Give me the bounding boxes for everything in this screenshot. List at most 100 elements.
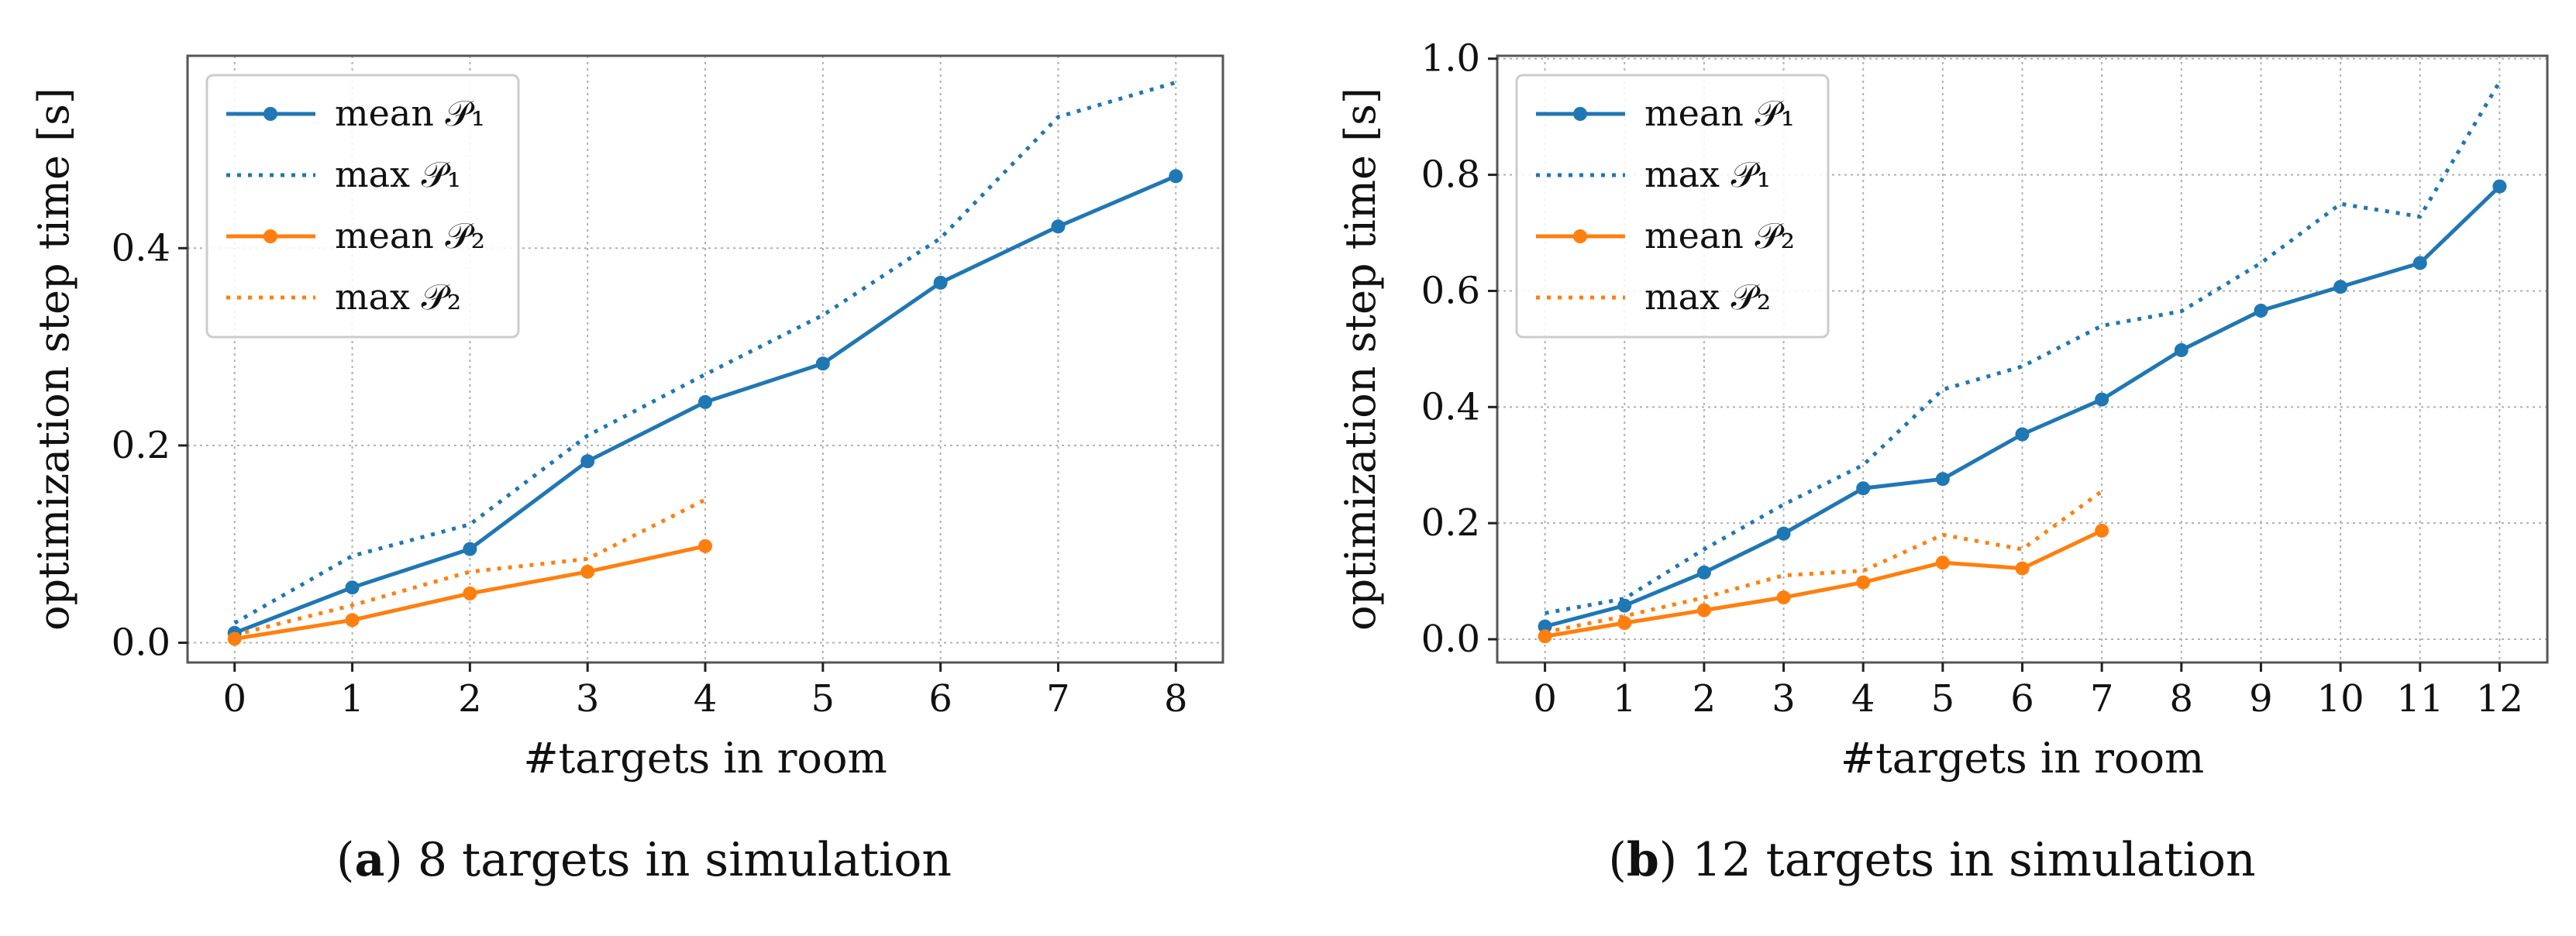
series-1	[1545, 81, 2502, 615]
data-point	[580, 454, 595, 469]
data-point	[1856, 481, 1871, 496]
x-tick-label: 8	[2170, 677, 2194, 721]
data-point	[1935, 472, 1950, 487]
data-point	[698, 539, 712, 553]
series-line	[1545, 489, 2103, 635]
y-tick-label: 0.4	[1421, 385, 1480, 428]
series-0	[1538, 179, 2507, 634]
y-tick-label: 0.2	[1421, 501, 1480, 545]
data-point	[1696, 603, 1711, 618]
data-point	[1617, 616, 1632, 631]
legend-box	[1515, 74, 1830, 339]
data-point	[815, 356, 830, 371]
data-point	[1617, 598, 1632, 613]
y-tick-label: 0.0	[1421, 618, 1480, 661]
series-line	[1545, 81, 2502, 615]
x-tick-label: 7	[2090, 677, 2114, 721]
data-point	[2095, 523, 2109, 538]
x-tick-label: 12	[2476, 677, 2523, 721]
legend: mean 𝒫₁ max 𝒫₁ mean 𝒫₂ max 𝒫₂	[205, 74, 520, 339]
series-2	[227, 539, 712, 646]
x-tick-label: 6	[928, 677, 952, 721]
caption-a: (a) 8 targets in simulation	[336, 833, 952, 887]
caption-a-text: 8 targets in simulation	[417, 833, 952, 887]
legend-swatch-marker	[263, 229, 277, 243]
series-line	[233, 81, 1177, 625]
series-line	[1545, 528, 2103, 638]
data-point	[2492, 179, 2507, 194]
x-tick-label: 7	[1046, 677, 1070, 721]
x-tick-label: 0	[1533, 677, 1557, 721]
data-point	[2015, 561, 2030, 576]
x-tick-label: 5	[1931, 677, 1955, 721]
caption-b: (b) 12 targets in simulation	[1608, 833, 2256, 887]
x-tick-label: 11	[2396, 677, 2443, 721]
legend-label: max 𝒫₁	[1644, 153, 1771, 195]
y-tick-label: 0.2	[112, 424, 170, 467]
data-point	[580, 564, 595, 579]
y-tick-label: 0.8	[1421, 153, 1480, 197]
data-point	[1696, 565, 1711, 580]
series-1	[233, 81, 1177, 625]
caption-a-letter: a	[354, 833, 385, 887]
x-tick-label: 8	[1164, 677, 1188, 721]
x-tick-label: 3	[576, 677, 600, 721]
y-tick-label: 1.0	[1421, 37, 1480, 81]
data-point	[2412, 256, 2427, 270]
data-point	[1776, 590, 1791, 605]
x-tick-label: 4	[694, 677, 718, 721]
x-tick-label: 4	[1851, 677, 1875, 721]
data-point	[1169, 169, 1183, 184]
data-point	[345, 613, 360, 628]
x-axis-label: #targets in room	[1841, 734, 2204, 783]
y-tick-label: 0.0	[112, 621, 170, 665]
legend-label: mean 𝒫₁	[1644, 92, 1795, 134]
data-point	[2254, 303, 2268, 318]
data-point	[463, 586, 477, 600]
panel-b: 0 1 2 3 4 5 6 7 8 9 10 11 12 0.0 0.2 0.4 0.6 0.8 1.0 #targe…	[1288, 0, 2576, 936]
y-tick-label: 0.4	[112, 226, 170, 270]
legend-label: mean 𝒫₂	[1644, 215, 1795, 256]
x-axis-label: #targets in room	[523, 734, 887, 783]
legend-label: mean 𝒫₁	[335, 92, 485, 134]
chart-a: 0 1 2 3 4 5 6 7 8 0.0 0.2 0.4 #targets in room optimi…	[29, 54, 1224, 783]
data-point	[1776, 526, 1791, 541]
legend-box	[205, 74, 520, 339]
caption-b-text: 12 targets in simulation	[1692, 833, 2256, 887]
caption-b-letter: b	[1626, 833, 1659, 887]
x-tick-label: 10	[2317, 677, 2364, 721]
data-point	[2015, 427, 2030, 442]
y-axis-label: optimization step time [s]	[1336, 88, 1385, 631]
legend-swatch-marker	[1573, 107, 1587, 121]
x-tick-label: 9	[2249, 677, 2273, 721]
legend: mean 𝒫₁ max 𝒫₁ mean 𝒫₂ max 𝒫₂	[1515, 74, 1830, 339]
panel-a: 0 1 2 3 4 5 6 7 8 0.0 0.2 0.4 #targets in room optimi…	[29, 54, 1224, 887]
x-tick-label: 6	[2010, 677, 2034, 721]
data-point	[1856, 575, 1871, 590]
x-tick-label: 2	[1693, 677, 1717, 721]
x-tick-label: 1	[340, 677, 364, 721]
legend-label: mean 𝒫₂	[335, 215, 485, 256]
legend-label: max 𝒫₁	[335, 153, 461, 195]
legend-swatch-marker	[263, 107, 277, 121]
data-point	[2095, 392, 2109, 407]
data-point	[463, 542, 477, 556]
data-point	[933, 275, 948, 290]
legend-label: max 𝒫₂	[1644, 276, 1771, 318]
data-point	[2333, 280, 2348, 294]
x-tick-label: 3	[1772, 677, 1796, 721]
chart-b: 0 1 2 3 4 5 6 7 8 9 10 11 120.00.20.40.60.81.0#targe…	[1336, 37, 2549, 783]
x-tick-label: 5	[811, 677, 835, 721]
series-3	[1545, 489, 2103, 635]
y-axis-label: optimization step time [s]	[29, 88, 78, 631]
legend-swatch-marker	[1573, 229, 1587, 243]
data-point	[2174, 342, 2189, 357]
legend-label: max 𝒫₂	[335, 276, 461, 318]
data-point	[698, 394, 712, 409]
x-tick-label: 0	[222, 677, 246, 721]
x-tick-label: 2	[458, 677, 482, 721]
x-tick-label: 1	[1613, 677, 1637, 721]
data-point	[1935, 556, 1950, 570]
data-point	[1051, 219, 1066, 234]
y-tick-label: 0.6	[1421, 269, 1480, 312]
